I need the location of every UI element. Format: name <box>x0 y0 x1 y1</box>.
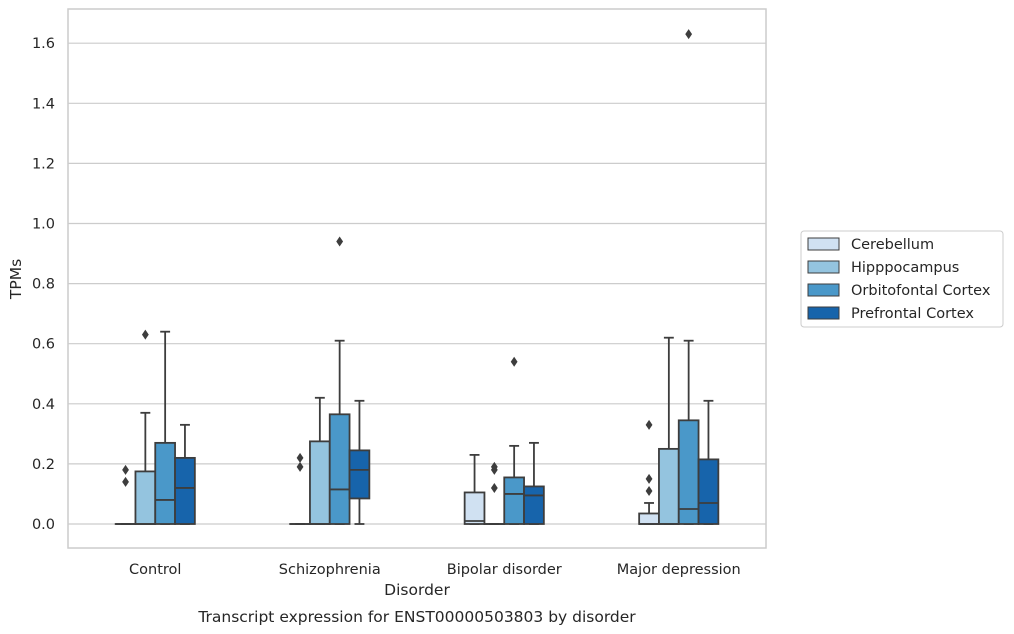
plot-boxes <box>114 29 720 525</box>
box-hipppocampus-0 <box>134 329 157 525</box>
y-tick-label: 1.4 <box>32 96 55 112</box>
outlier-point <box>645 419 653 430</box>
legend-label: Orbitofontal Cortex <box>851 283 991 299</box>
y-tick-label: 0.4 <box>32 397 55 413</box>
outlier-point <box>510 356 518 367</box>
legend-label: Prefrontal Cortex <box>851 306 974 322</box>
box-prefrontal-cortex-3 <box>697 399 720 525</box>
box-iqr <box>463 491 486 525</box>
box-iqr <box>348 449 371 500</box>
x-tick-labels: Control Schizophrenia Bipolar disorder Majo… <box>129 562 741 578</box>
box-cerebellum-1 <box>289 452 311 525</box>
y-tick-label: 0.0 <box>32 517 55 533</box>
outlier-point <box>296 461 304 472</box>
outlier-point <box>645 485 653 496</box>
x-tick-label: Schizophrenia <box>279 562 381 578</box>
legend: Cerebellum Hipppocampus Orbitofontal Corte… <box>800 230 1004 328</box>
y-tick-label: 0.8 <box>32 277 55 293</box>
box-cerebellum-0 <box>114 464 137 525</box>
box-iqr <box>697 458 720 525</box>
box-hipppocampus-3 <box>658 336 680 525</box>
outlier-point <box>296 452 304 463</box>
box-iqr <box>638 512 660 525</box>
box-iqr <box>309 440 331 525</box>
x-axis-label: Disorder <box>384 581 450 599</box>
box-orbitofontal-cortex-3 <box>677 29 700 525</box>
box-iqr <box>658 447 680 525</box>
box-iqr <box>328 413 351 525</box>
outlier-point <box>336 236 344 247</box>
box-iqr <box>134 470 157 525</box>
box-prefrontal-cortex-0 <box>174 423 196 525</box>
x-tick-label: Major depression <box>617 562 741 578</box>
outlier-point <box>645 473 653 484</box>
y-tick-label: 0.2 <box>32 457 55 473</box>
legend-frame <box>800 230 1004 328</box>
box-orbitofontal-cortex-0 <box>154 330 176 525</box>
x-tick-label: Bipolar disorder <box>447 562 562 578</box>
legend-swatch <box>807 306 840 320</box>
box-hipppocampus-2 <box>483 461 506 525</box>
box-iqr <box>154 441 176 525</box>
y-tick-label: 1.2 <box>32 156 55 172</box>
legend-label: Hipppocampus <box>851 260 959 276</box>
x-tick-label: Control <box>129 562 181 578</box>
y-tick-label: 0.6 <box>32 337 55 353</box>
outlier-point <box>490 482 498 493</box>
box-cerebellum-2 <box>463 453 486 525</box>
y-tick-label: 1.6 <box>32 36 55 52</box>
outlier-point <box>122 476 129 487</box>
box-cerebellum-3 <box>638 419 660 525</box>
y-tick-label: 1.0 <box>32 217 55 233</box>
box-prefrontal-cortex-1 <box>348 399 371 525</box>
plot-frame <box>67 8 767 549</box>
legend-swatch <box>807 283 840 297</box>
box-orbitofontal-cortex-1 <box>328 236 351 525</box>
outlier-point <box>490 461 498 472</box>
legend-swatch <box>807 260 840 274</box>
box-orbitofontal-cortex-2 <box>503 356 525 525</box>
box-iqr <box>523 485 545 525</box>
y-tick-labels: 0.0 0.2 0.4 0.6 0.8 1.0 1.2 1.4 1.6 <box>32 36 55 533</box>
outlier-point <box>122 464 129 475</box>
chart-title: Transcript expression for ENST0000050380… <box>197 608 636 626</box>
box-iqr <box>174 456 196 525</box>
box-iqr <box>503 476 525 525</box>
legend-swatch <box>807 237 840 251</box>
outlier-point <box>141 329 149 340</box>
box-prefrontal-cortex-2 <box>523 441 545 525</box>
y-axis-label: TPMs <box>7 259 25 300</box>
legend-label: Cerebellum <box>851 237 934 253</box>
box-hipppocampus-1 <box>309 396 331 525</box>
outlier-point <box>685 29 693 40</box>
